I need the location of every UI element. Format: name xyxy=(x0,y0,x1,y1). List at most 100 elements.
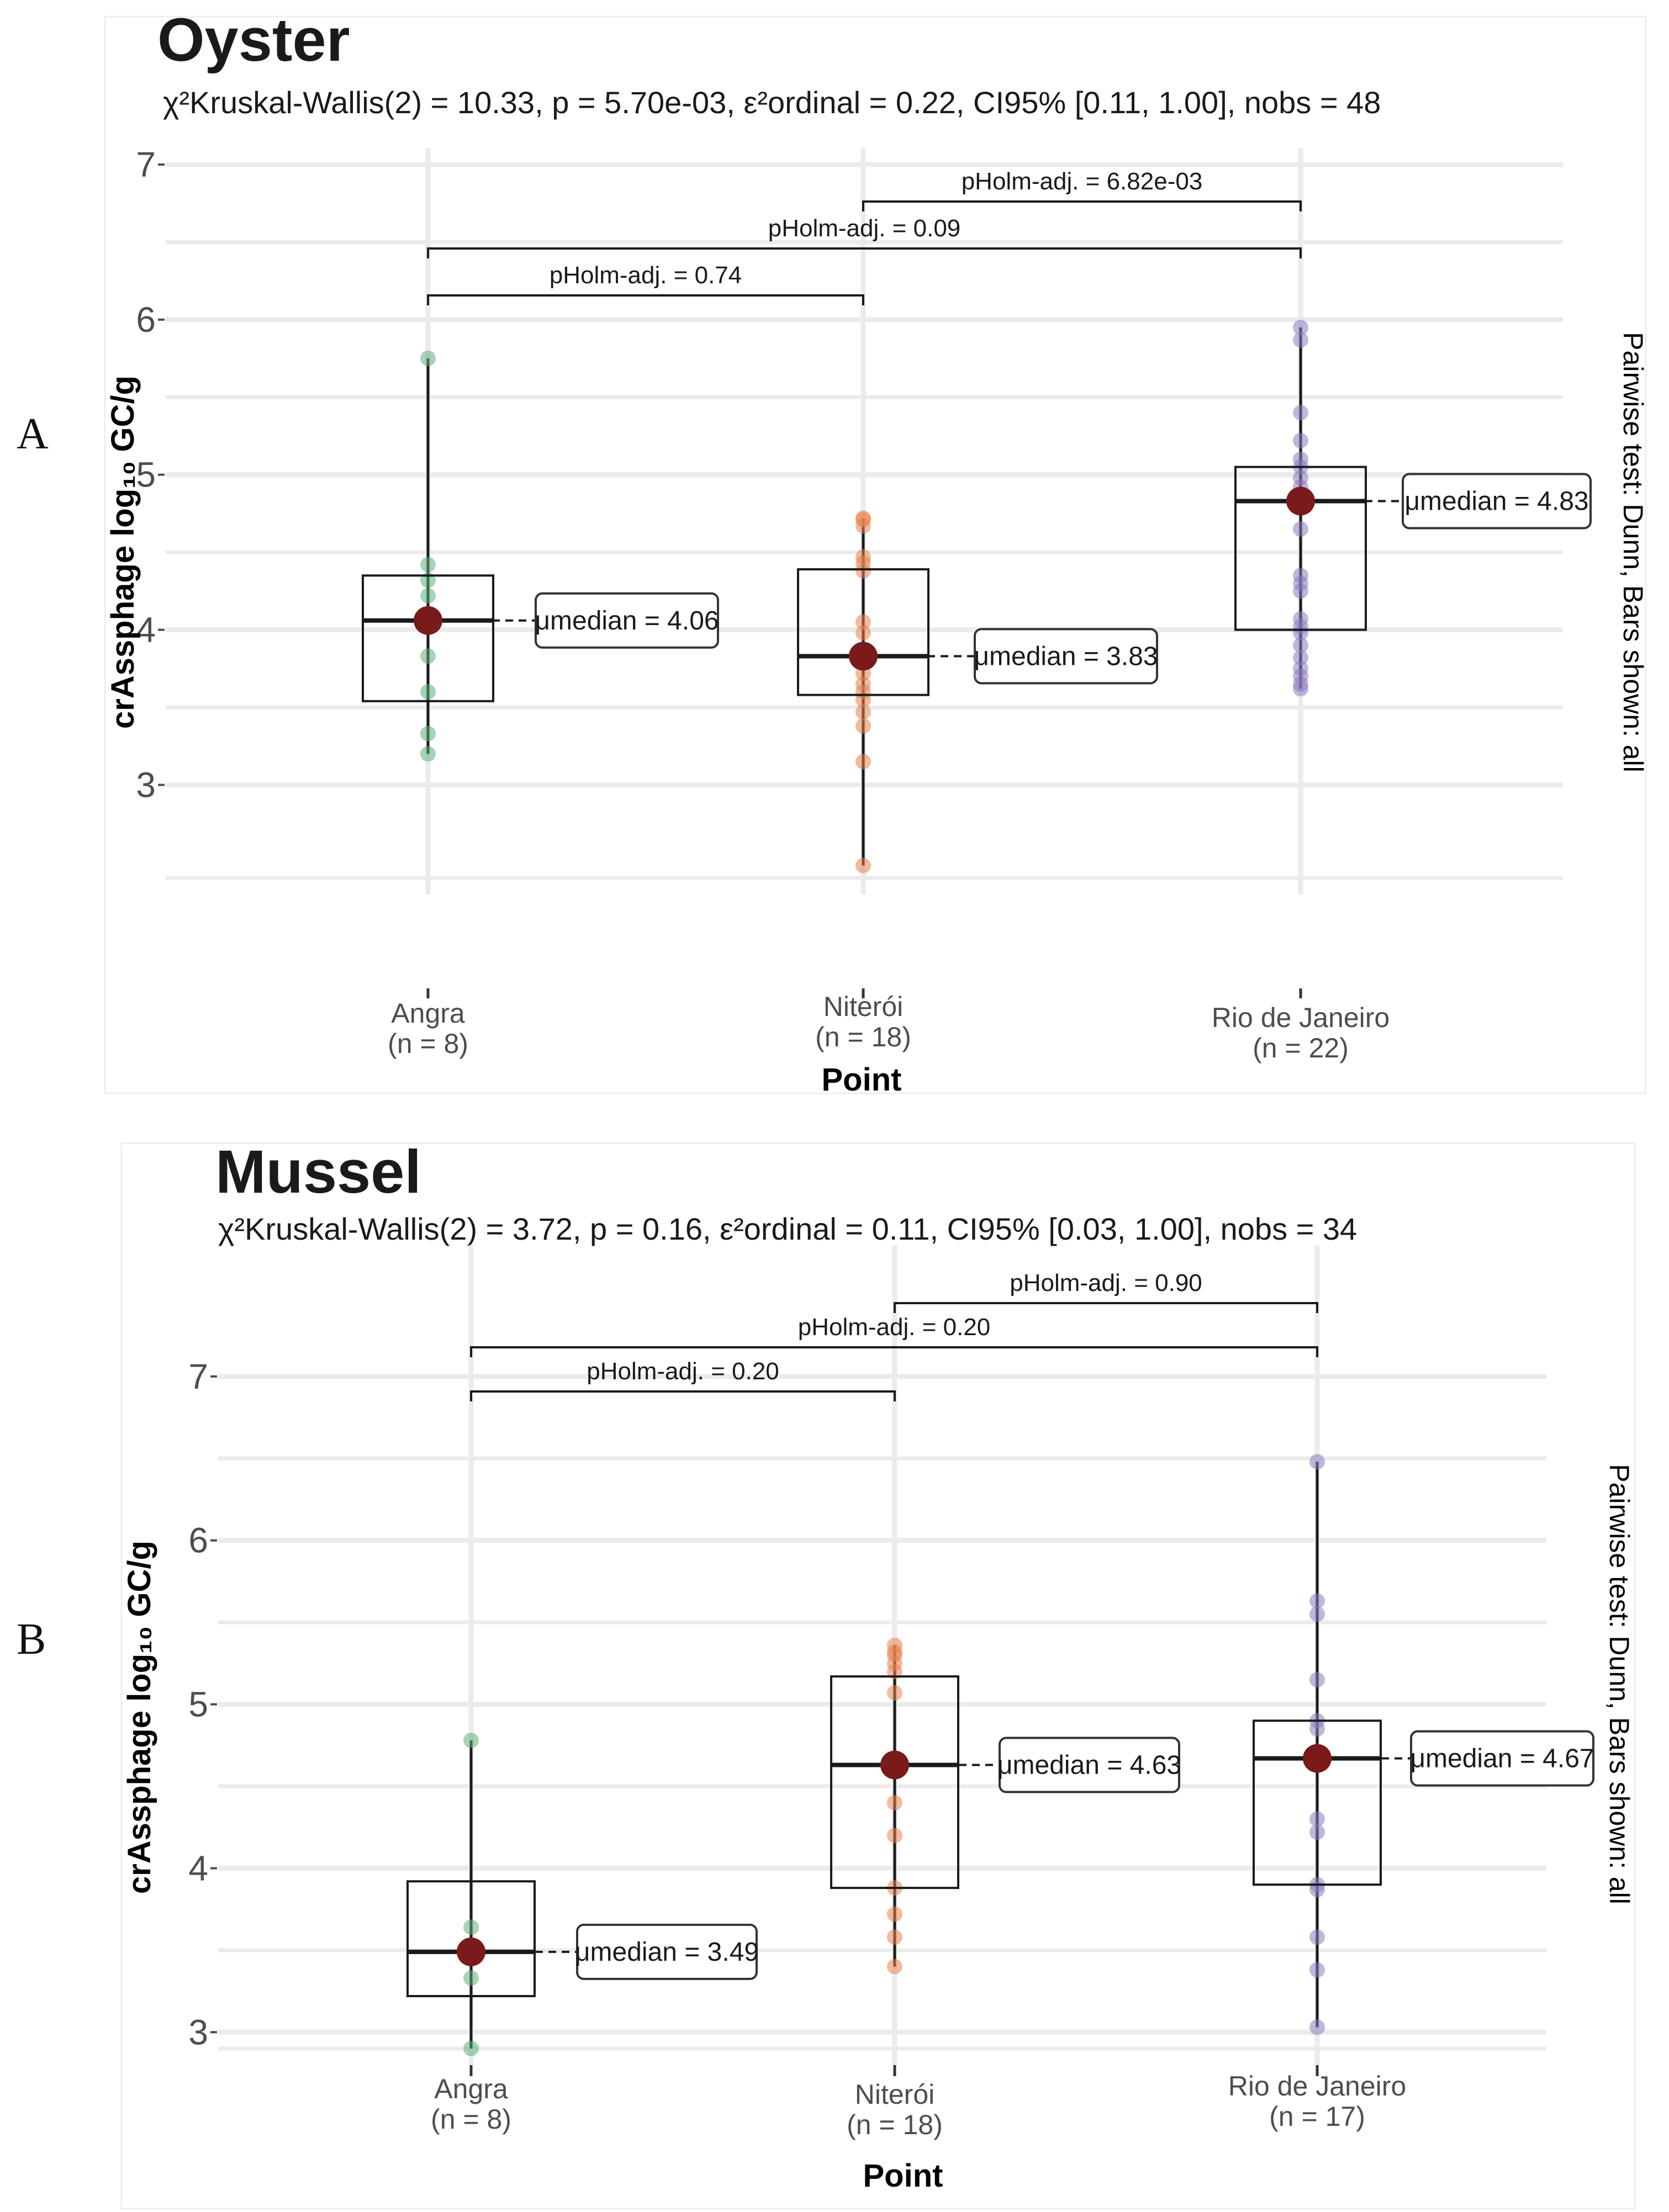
data-point xyxy=(855,614,871,630)
chart-title: Mussel xyxy=(215,1138,421,1206)
x-tick-label: Niterói xyxy=(855,2079,934,2110)
median-label: μmedian = 4.06 xyxy=(535,606,719,636)
data-point xyxy=(463,1732,479,1748)
x-tick-n-label: (n = 8) xyxy=(388,1028,468,1059)
comparison-bracket-0: pHolm-adj. = 0.20 xyxy=(470,1358,896,1401)
panel-a: A Oyster χ²Kruskal-Wallis(2) = 10.33, p … xyxy=(17,6,1649,1098)
y-axis: 3 4 5 6 7 xyxy=(188,1357,217,2052)
category-1: μmedian = 3.83 xyxy=(797,510,1158,874)
x-tick-label: Rio de Janeiro xyxy=(1212,1002,1390,1033)
data-point xyxy=(1293,637,1308,653)
data-point xyxy=(420,588,436,604)
x-axis: Angra(n = 8) Niterói(n = 18) Rio de Janeir… xyxy=(388,988,1390,1063)
y-tick-label: 4 xyxy=(188,1848,208,1888)
y-tick-label: 7 xyxy=(136,145,156,184)
x-tick-label: Angra xyxy=(434,2073,508,2104)
box-iqr xyxy=(406,1880,536,1997)
median-label-box xyxy=(1402,473,1592,530)
x-tick-n-label: (n = 17) xyxy=(1269,2101,1365,2132)
stat-effect-size: ε²ordinal = 0.22 xyxy=(743,85,956,120)
stat-ci: CI95% [0.11, 1.00] xyxy=(973,85,1227,120)
data-point xyxy=(855,684,871,700)
x-axis-title: Point xyxy=(863,2158,943,2194)
chart-subtitle: χ²Kruskal-Wallis(2) = 10.33, p = 5.70e-0… xyxy=(163,85,1381,120)
y-tick-label: 7 xyxy=(188,1357,208,1396)
stat-n-obs: nobs = 34 xyxy=(1221,1211,1358,1246)
data-point xyxy=(855,704,871,720)
comparison-bracket-2: pHolm-adj. = 0.90 xyxy=(894,1269,1318,1313)
data-point xyxy=(420,557,436,573)
median-point xyxy=(1286,486,1315,516)
data-point xyxy=(1293,451,1308,467)
median-point xyxy=(414,606,442,635)
median-label-box xyxy=(974,628,1158,685)
chart-subtitle: χ²Kruskal-Wallis(2) = 3.72, p = 0.16, ε²… xyxy=(218,1211,1357,1246)
data-point xyxy=(1293,432,1308,448)
category-2: μmedian = 4.67 xyxy=(1253,1454,1594,2035)
median-point xyxy=(1303,1744,1332,1773)
bracket-label: pHolm-adj. = 0.20 xyxy=(798,1314,991,1341)
y-tick-label: 3 xyxy=(136,765,156,805)
stat-n-obs: nobs = 48 xyxy=(1244,85,1381,120)
data-point xyxy=(1293,319,1308,335)
box-iqr xyxy=(797,568,929,696)
data-point xyxy=(1293,470,1308,486)
median-point xyxy=(849,642,878,671)
bracket-line xyxy=(470,1390,896,1401)
data-point xyxy=(1309,1593,1325,1609)
category-0: μmedian = 3.49 xyxy=(406,1732,759,2056)
stat-ci: CI95% [0.03, 1.00] xyxy=(947,1211,1203,1246)
data-point xyxy=(420,746,436,762)
data-point xyxy=(463,1919,479,1935)
stat-p-value: p = 0.16 xyxy=(590,1211,703,1246)
median-label-box xyxy=(1410,1730,1594,1787)
y-tick-label: 6 xyxy=(136,300,156,340)
y-tick-label: 4 xyxy=(136,610,156,650)
data-point xyxy=(887,1644,902,1660)
panel-b: B Mussel χ²Kruskal-Wallis(2) = 3.72, p =… xyxy=(17,1138,1636,2210)
comparison-bracket-0: pHolm-adj. = 0.74 xyxy=(427,262,864,305)
data-point xyxy=(1309,2019,1325,2035)
box-iqr xyxy=(830,1675,959,1890)
stat-statistic: χ²Kruskal-Wallis(2) = 3.72 xyxy=(218,1211,573,1246)
x-tick-n-label: (n = 18) xyxy=(815,1022,911,1052)
categories: μmedian = 4.06 μmedian = 3.83 μmedian = 4.… xyxy=(362,319,1592,874)
stat-p-value: p = 5.70e-03 xyxy=(552,85,726,120)
data-point xyxy=(1309,1672,1325,1688)
x-tick-label: Angra xyxy=(391,998,465,1029)
comparison-bracket-1: pHolm-adj. = 0.09 xyxy=(427,215,1302,258)
median-label: μmedian = 4.63 xyxy=(997,1750,1181,1780)
median-label-box xyxy=(535,592,719,649)
data-point xyxy=(855,858,871,874)
data-point xyxy=(420,648,436,664)
data-point xyxy=(855,718,871,734)
panel-label: A xyxy=(17,410,49,458)
comparisons: pHolm-adj. = 0.20 pHolm-adj. = 0.20 pHolm-… xyxy=(470,1269,1318,1401)
x-axis: Angra(n = 8) Niterói(n = 18) Rio de Janeir… xyxy=(431,2065,1406,2140)
y-tick-label: 6 xyxy=(188,1521,208,1560)
data-point xyxy=(1309,1929,1325,1945)
data-point xyxy=(1309,1454,1325,1470)
data-point xyxy=(420,726,436,742)
right-side-label: Pairwise test: Dunn, Bars shown: all xyxy=(1618,332,1649,772)
data-point xyxy=(855,510,871,526)
data-point xyxy=(855,625,871,641)
right-side-label: Pairwise test: Dunn, Bars shown: all xyxy=(1604,1464,1635,1904)
x-tick-label: Niterói xyxy=(823,991,903,1022)
median-label: μmedian = 3.83 xyxy=(974,642,1158,671)
y-axis: 3 4 5 6 7 xyxy=(136,145,165,805)
data-point xyxy=(1293,332,1308,348)
data-point xyxy=(463,2041,479,2056)
data-point xyxy=(887,1828,902,1844)
x-axis-title: Point xyxy=(822,1062,902,1098)
median-point xyxy=(880,1750,909,1780)
data-point xyxy=(1293,405,1308,421)
y-tick-label: 3 xyxy=(188,2012,208,2052)
data-point xyxy=(855,549,871,565)
category-0: μmedian = 4.06 xyxy=(362,351,719,762)
data-point xyxy=(1293,668,1308,684)
category-1: μmedian = 4.63 xyxy=(830,1637,1181,1975)
data-point xyxy=(1293,618,1308,634)
median-label-box xyxy=(999,1737,1180,1793)
stat-statistic: χ²Kruskal-Wallis(2) = 10.33 xyxy=(163,85,535,120)
